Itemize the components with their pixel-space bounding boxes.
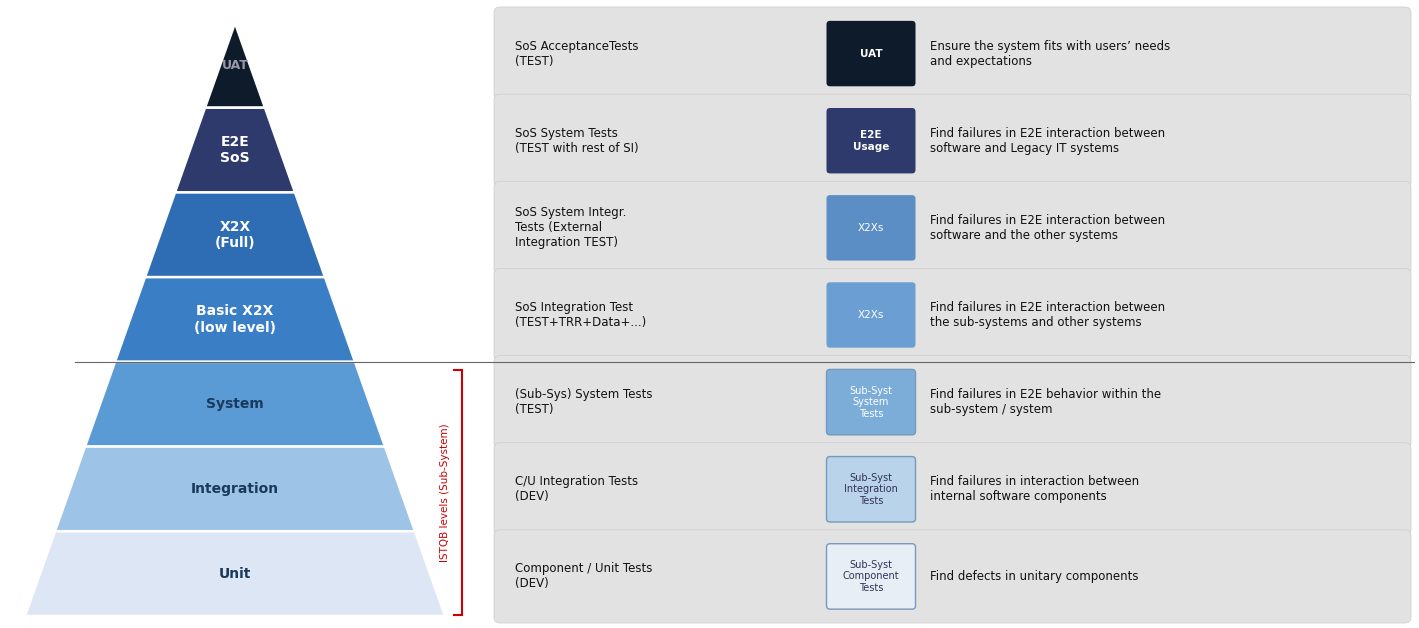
Text: SoS System Integr.
Tests (External
Integration TEST): SoS System Integr. Tests (External Integ… bbox=[515, 207, 626, 249]
Text: Find failures in E2E interaction between
software and the other systems: Find failures in E2E interaction between… bbox=[929, 214, 1165, 242]
Text: Find failures in E2E interaction between
software and Legacy IT systems: Find failures in E2E interaction between… bbox=[929, 127, 1165, 154]
Text: ISTQB levels (Sub-System): ISTQB levels (Sub-System) bbox=[440, 423, 450, 561]
FancyBboxPatch shape bbox=[494, 7, 1410, 100]
Text: Unit: Unit bbox=[219, 566, 251, 581]
FancyBboxPatch shape bbox=[494, 181, 1410, 274]
Polygon shape bbox=[115, 277, 355, 362]
Polygon shape bbox=[26, 531, 446, 616]
FancyBboxPatch shape bbox=[494, 530, 1410, 623]
Text: X2Xs: X2Xs bbox=[858, 310, 884, 320]
FancyBboxPatch shape bbox=[494, 443, 1410, 536]
FancyBboxPatch shape bbox=[826, 369, 915, 435]
FancyBboxPatch shape bbox=[826, 108, 915, 173]
FancyBboxPatch shape bbox=[826, 195, 915, 261]
Text: E2E
SoS: E2E SoS bbox=[220, 135, 250, 165]
Text: X2Xs: X2Xs bbox=[858, 223, 884, 233]
Polygon shape bbox=[175, 108, 295, 192]
Text: UAT: UAT bbox=[221, 59, 248, 72]
Text: UAT: UAT bbox=[860, 48, 883, 58]
Text: System: System bbox=[206, 398, 264, 411]
Text: Sub-Syst
System
Tests: Sub-Syst System Tests bbox=[850, 386, 893, 419]
Text: Basic X2X
(low level): Basic X2X (low level) bbox=[194, 305, 277, 335]
FancyBboxPatch shape bbox=[826, 544, 915, 609]
FancyBboxPatch shape bbox=[494, 355, 1410, 449]
Text: SoS System Tests
(TEST with rest of SI): SoS System Tests (TEST with rest of SI) bbox=[515, 127, 639, 154]
Polygon shape bbox=[204, 23, 265, 108]
Text: Find failures in E2E behavior within the
sub-system / system: Find failures in E2E behavior within the… bbox=[929, 388, 1161, 416]
FancyBboxPatch shape bbox=[494, 94, 1410, 187]
Text: Find failures in E2E interaction between
the sub-systems and other systems: Find failures in E2E interaction between… bbox=[929, 301, 1165, 329]
Polygon shape bbox=[55, 447, 414, 531]
Text: C/U Integration Tests
(DEV): C/U Integration Tests (DEV) bbox=[515, 475, 639, 503]
FancyBboxPatch shape bbox=[826, 283, 915, 348]
Polygon shape bbox=[85, 362, 385, 447]
Text: Find failures in interaction between
internal software components: Find failures in interaction between int… bbox=[929, 475, 1139, 503]
Text: SoS Integration Test
(TEST+TRR+Data+...): SoS Integration Test (TEST+TRR+Data+...) bbox=[515, 301, 646, 329]
Text: SoS AcceptanceTests
(TEST): SoS AcceptanceTests (TEST) bbox=[515, 40, 639, 68]
Text: X2X
(Full): X2X (Full) bbox=[214, 220, 255, 250]
FancyBboxPatch shape bbox=[826, 21, 915, 86]
Text: E2E
Usage: E2E Usage bbox=[853, 130, 890, 151]
FancyBboxPatch shape bbox=[494, 268, 1410, 362]
Polygon shape bbox=[145, 192, 325, 277]
Text: Component / Unit Tests
(DEV): Component / Unit Tests (DEV) bbox=[515, 563, 653, 590]
Text: Sub-Syst
Component
Tests: Sub-Syst Component Tests bbox=[843, 560, 900, 593]
Text: Ensure the system fits with users’ needs
and expectations: Ensure the system fits with users’ needs… bbox=[929, 40, 1171, 68]
FancyBboxPatch shape bbox=[826, 457, 915, 522]
Text: Find defects in unitary components: Find defects in unitary components bbox=[929, 570, 1138, 583]
Text: Sub-Syst
Integration
Tests: Sub-Syst Integration Tests bbox=[844, 473, 898, 506]
Text: Integration: Integration bbox=[192, 482, 280, 496]
Text: (Sub-Sys) System Tests
(TEST): (Sub-Sys) System Tests (TEST) bbox=[515, 388, 653, 416]
